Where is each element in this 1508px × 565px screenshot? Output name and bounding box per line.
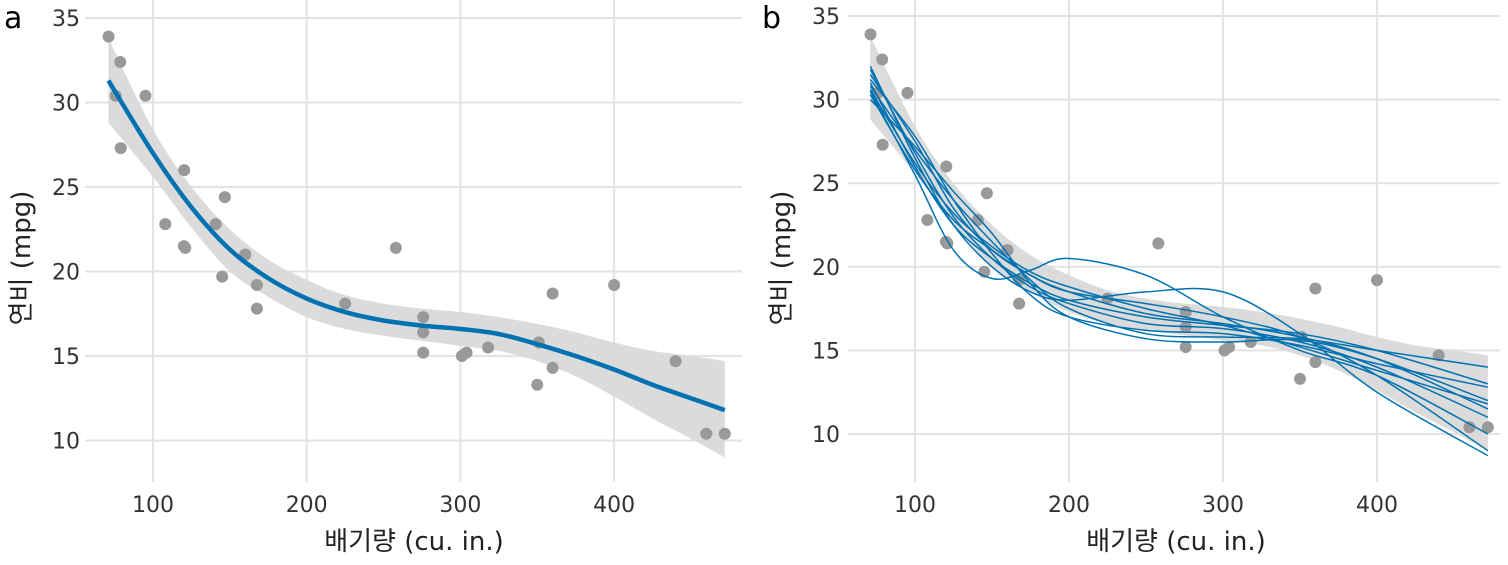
x-axis-label-b: 배기량 (cu. in.) (1086, 527, 1266, 557)
y-tick-label: 30 (812, 89, 840, 114)
bootstrap-fit-line (869, 94, 1489, 452)
data-point (455, 350, 468, 362)
panel-b: b 배기량 (cu. in.) 연비 (mpg) 100 200 300 400 10 1… (762, 0, 1500, 557)
y-tick-label: 35 (52, 7, 80, 32)
y-tick-label: 35 (812, 5, 840, 30)
plot-area (848, 0, 1500, 482)
y-tick-label: 15 (812, 339, 840, 364)
x-tick-label: 200 (1048, 493, 1090, 518)
data-point (389, 241, 402, 254)
data-point (718, 427, 731, 440)
data-point (1013, 297, 1026, 310)
x-axis-label-a: 배기량 (cu. in.) (324, 527, 504, 557)
data-point (700, 427, 713, 440)
data-point (1294, 372, 1306, 385)
bootstrap-fit-line (869, 99, 1489, 402)
bootstrap-fit-line (869, 89, 1489, 405)
x-tick-label: 100 (132, 493, 174, 518)
y-tick-label: 25 (812, 172, 840, 197)
data-point (417, 346, 430, 359)
data-point (218, 191, 231, 204)
data-point (114, 142, 127, 155)
data-point (971, 213, 984, 226)
data-point (339, 297, 352, 310)
plot-area (85, 0, 742, 482)
panel-label-a: a (4, 1, 22, 36)
data-point (980, 187, 993, 200)
data-point (179, 241, 192, 254)
bootstrap-fit-line (869, 90, 1489, 435)
data-point (546, 361, 559, 374)
data-point (417, 326, 430, 339)
x-tick-label: 300 (439, 493, 481, 518)
data-point (864, 28, 877, 41)
data-point (608, 279, 621, 292)
data-point (921, 213, 934, 226)
data-point (250, 279, 263, 292)
data-point (1218, 344, 1231, 357)
data-point (417, 311, 430, 324)
data-point (1179, 341, 1192, 354)
y-tick-label: 15 (52, 345, 80, 370)
y-tick-label: 20 (812, 256, 840, 281)
x-tick-label: 400 (593, 493, 635, 518)
bootstrap-fit-line (869, 82, 1489, 385)
y-axis-label-b: 연비 (mpg) (767, 191, 797, 326)
data-point (1152, 237, 1165, 250)
data-point (216, 270, 229, 283)
data-point (546, 287, 559, 300)
x-tick-label: 100 (894, 493, 936, 518)
data-point (1371, 274, 1383, 287)
y-axis-label-a: 연비 (mpg) (7, 191, 37, 326)
data-point (1432, 349, 1445, 362)
confidence-band (870, 36, 1488, 451)
data-point (139, 89, 152, 102)
y-tick-label: 10 (52, 430, 80, 455)
y-tick-label: 10 (812, 423, 840, 448)
data-point (876, 138, 889, 151)
bootstrap-fit-line (869, 74, 1489, 410)
data-point (669, 355, 682, 368)
y-tick-label: 20 (52, 261, 80, 286)
y-tick-label: 30 (52, 92, 80, 117)
panel-a: a 배기량 (cu. in.) 연비 (mpg) 100 200 300 400 10 1… (4, 0, 742, 557)
data-point (1463, 421, 1476, 434)
panel-label-b: b (762, 1, 781, 36)
data-point (482, 341, 495, 354)
data-point (159, 218, 172, 231)
data-point (531, 378, 544, 391)
bootstrap-fit-line (869, 79, 1489, 388)
data-point (1309, 356, 1322, 369)
data-point (1309, 282, 1322, 295)
bootstrap-fit-line (869, 65, 1489, 457)
data-point (1481, 421, 1494, 434)
bootstrap-fit-line (869, 85, 1488, 368)
data-point (102, 30, 115, 43)
data-point (1001, 244, 1014, 257)
smooth-fit-line (106, 79, 726, 413)
data-point (178, 164, 191, 177)
data-point (209, 218, 222, 231)
y-tick-label: 25 (52, 176, 80, 201)
x-tick-label: 200 (286, 493, 328, 518)
confidence-band (108, 38, 725, 458)
data-point (901, 86, 914, 99)
data-point (114, 55, 127, 68)
data-point (250, 302, 263, 315)
x-tick-label: 400 (1356, 493, 1398, 518)
data-point (1244, 336, 1257, 349)
data-point (940, 160, 953, 173)
data-point (876, 53, 889, 66)
x-tick-label: 300 (1202, 493, 1244, 518)
